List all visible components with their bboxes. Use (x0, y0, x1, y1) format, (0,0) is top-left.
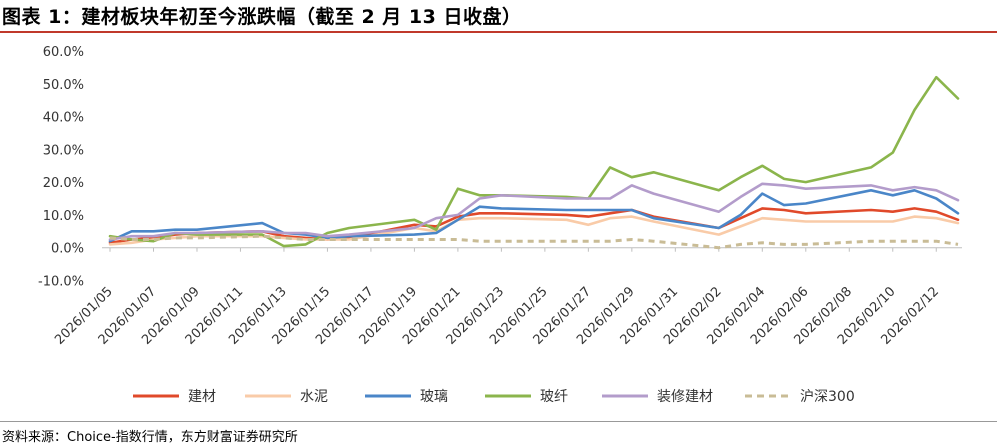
footer-divider (0, 421, 997, 422)
source-note: 资料来源：Choice-指数行情，东方财富证券研究所 (2, 430, 298, 445)
x-axis: 2026/01/052026/01/072026/01/092026/01/11… (52, 247, 962, 348)
series-layer (108, 75, 960, 250)
y-tick-label: 20.0% (43, 176, 84, 191)
series-line-装修建材 (108, 182, 960, 241)
y-tick-label: 50.0% (43, 78, 84, 93)
title-underline (0, 31, 997, 33)
y-tick-label: 30.0% (43, 143, 84, 158)
legend: 建材 水泥 玻璃 玻纤 装修建材 沪深300 (133, 388, 855, 405)
series-line-玻璃 (108, 189, 960, 243)
y-tick-label: 10.0% (43, 209, 84, 224)
legend-label: 玻纤 (540, 389, 568, 405)
y-axis: -10.0% 0.0% 10.0% 20.0% 30.0% 40.0% 50.0% 60.0% (38, 45, 84, 290)
y-tick-label: 60.0% (43, 45, 84, 60)
y-tick-label: -10.0% (38, 275, 84, 290)
line-chart: -10.0% 0.0% 10.0% 20.0% 30.0% 40.0% 50.0% 60.0%… (38, 45, 962, 405)
series-line-水泥 (108, 215, 960, 246)
legend-label: 玻璃 (420, 388, 448, 405)
y-tick-label: 0.0% (51, 242, 84, 257)
legend-label: 沪深300 (800, 389, 855, 405)
legend-label: 装修建材 (657, 389, 713, 405)
series-line-沪深300 (109, 234, 959, 250)
chart-title: 图表 1：建材板块年初至今涨跌幅（截至 2 月 13 日收盘） (2, 6, 522, 28)
legend-label: 建材 (188, 389, 216, 405)
legend-label: 水泥 (300, 389, 328, 405)
y-tick-label: 40.0% (43, 111, 84, 126)
